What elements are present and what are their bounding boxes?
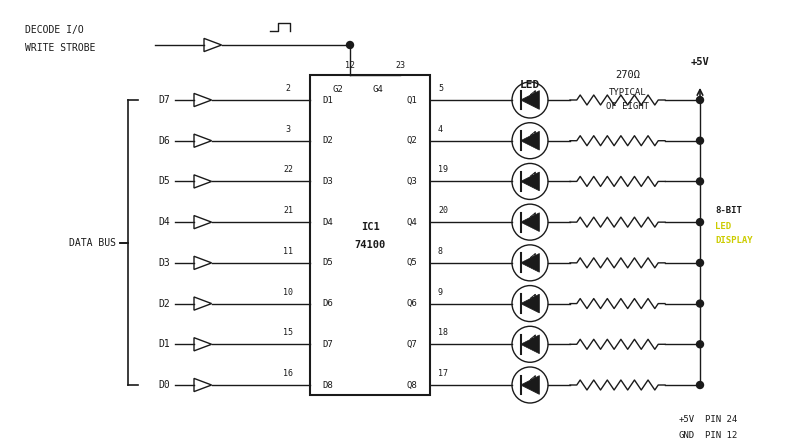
Text: Q6: Q6 <box>407 299 417 308</box>
Text: Q7: Q7 <box>407 340 417 349</box>
Text: D2: D2 <box>322 136 334 145</box>
Text: 74100: 74100 <box>354 240 386 250</box>
Text: 270Ω: 270Ω <box>615 70 640 80</box>
Text: 17: 17 <box>438 369 448 378</box>
Text: IC1: IC1 <box>361 222 379 232</box>
Text: 19: 19 <box>438 165 448 174</box>
Circle shape <box>696 219 703 226</box>
Text: PIN 24: PIN 24 <box>705 415 737 425</box>
Text: +5V: +5V <box>678 415 695 425</box>
Text: D1: D1 <box>322 95 334 104</box>
Text: D2: D2 <box>158 298 170 309</box>
Text: 21: 21 <box>283 206 293 215</box>
Circle shape <box>696 137 703 144</box>
Text: D8: D8 <box>322 380 334 389</box>
Text: 4: 4 <box>438 125 443 134</box>
Text: D0: D0 <box>158 380 170 390</box>
Text: D7: D7 <box>322 340 334 349</box>
Circle shape <box>696 300 703 307</box>
Text: 8: 8 <box>438 247 443 256</box>
Polygon shape <box>520 213 540 232</box>
Text: 2: 2 <box>286 84 290 93</box>
Text: Q4: Q4 <box>407 218 417 227</box>
Text: G2: G2 <box>333 85 343 94</box>
Text: D1: D1 <box>158 339 170 349</box>
Text: 22: 22 <box>283 165 293 174</box>
Circle shape <box>696 178 703 185</box>
Text: D5: D5 <box>158 177 170 186</box>
Text: 23: 23 <box>395 61 405 70</box>
Text: Q5: Q5 <box>407 258 417 267</box>
Text: D3: D3 <box>158 258 170 268</box>
Text: Q2: Q2 <box>407 136 417 145</box>
Circle shape <box>696 341 703 348</box>
Polygon shape <box>520 335 540 353</box>
Text: 15: 15 <box>283 328 293 337</box>
Text: 16: 16 <box>283 369 293 378</box>
Polygon shape <box>520 254 540 272</box>
Text: DATA BUS: DATA BUS <box>69 237 116 247</box>
Polygon shape <box>520 90 540 109</box>
Text: D4: D4 <box>158 217 170 227</box>
Text: 18: 18 <box>438 328 448 337</box>
Text: LED: LED <box>715 222 731 231</box>
Text: 20: 20 <box>438 206 448 215</box>
Text: GND: GND <box>678 431 695 440</box>
Polygon shape <box>520 172 540 191</box>
Text: DECODE I/O: DECODE I/O <box>25 25 83 35</box>
Text: 5: 5 <box>438 84 443 93</box>
Text: Q1: Q1 <box>407 95 417 104</box>
Text: WRITE STROBE: WRITE STROBE <box>25 43 95 53</box>
Text: D7: D7 <box>158 95 170 105</box>
Text: Q8: Q8 <box>407 380 417 389</box>
Text: 9: 9 <box>438 288 443 297</box>
Bar <box>310 75 430 395</box>
Text: +5V: +5V <box>691 57 710 67</box>
Circle shape <box>696 259 703 267</box>
Text: 8-BIT: 8-BIT <box>715 206 742 215</box>
Text: TYPICAL: TYPICAL <box>609 87 646 96</box>
Text: Q3: Q3 <box>407 177 417 186</box>
Circle shape <box>696 96 703 103</box>
Text: DISPLAY: DISPLAY <box>715 236 752 245</box>
Text: D6: D6 <box>322 299 334 308</box>
Text: G4: G4 <box>373 85 383 94</box>
Circle shape <box>696 382 703 388</box>
Text: D5: D5 <box>322 258 334 267</box>
Text: 10: 10 <box>283 288 293 297</box>
Text: LED: LED <box>520 80 540 90</box>
Text: D3: D3 <box>322 177 334 186</box>
Circle shape <box>346 42 354 48</box>
Polygon shape <box>520 131 540 150</box>
Text: 11: 11 <box>283 247 293 256</box>
Text: OF EIGHT: OF EIGHT <box>606 102 649 111</box>
Text: 3: 3 <box>286 125 290 134</box>
Text: PIN 12: PIN 12 <box>705 431 737 440</box>
Text: 12: 12 <box>345 61 355 70</box>
Text: D6: D6 <box>158 136 170 146</box>
Polygon shape <box>520 375 540 394</box>
Polygon shape <box>520 294 540 313</box>
Text: D4: D4 <box>322 218 334 227</box>
